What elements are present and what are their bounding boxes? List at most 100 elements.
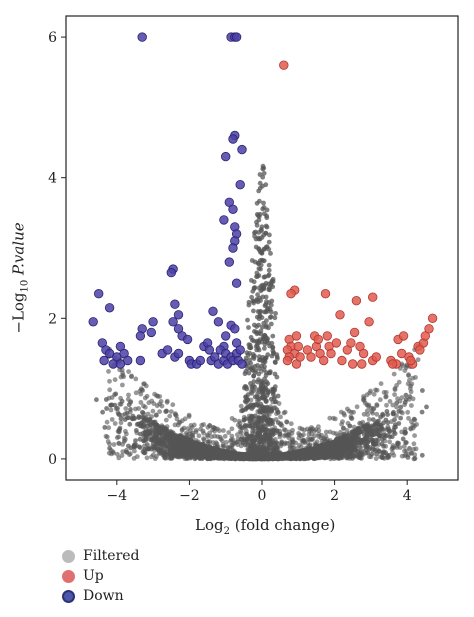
filtered-point — [383, 390, 389, 395]
filtered-point — [406, 452, 411, 458]
filtered-point — [399, 395, 405, 400]
filtered-point — [389, 419, 394, 425]
filtered-point — [266, 262, 272, 268]
filtered-point — [335, 454, 340, 459]
filtered-point — [102, 425, 108, 430]
filtered-point — [377, 397, 383, 403]
filtered-point — [159, 423, 165, 429]
filtered-point — [179, 418, 185, 424]
filtered-point — [143, 383, 149, 389]
filtered-point — [268, 302, 274, 308]
filtered-point — [341, 411, 347, 416]
filtered-point — [331, 415, 336, 421]
filtered-point — [352, 447, 358, 452]
filtered-point — [107, 378, 112, 384]
filtered-point — [255, 309, 261, 314]
filtered-point — [278, 443, 284, 449]
filtered-point — [242, 385, 247, 391]
filtered-point — [323, 429, 329, 435]
filtered-point — [256, 395, 262, 400]
filtered-point — [242, 455, 248, 460]
filtered-point — [347, 423, 353, 429]
filtered-point — [391, 371, 397, 377]
filtered-point — [154, 412, 159, 418]
filtered-point — [327, 429, 333, 435]
filtered-point — [310, 436, 316, 442]
filtered-point — [104, 434, 110, 440]
filtered-point — [320, 441, 326, 446]
filtered-point — [196, 439, 201, 445]
filtered-point — [172, 432, 178, 438]
filtered-point — [108, 451, 114, 457]
filtered-point — [231, 440, 237, 446]
filtered-point — [278, 414, 283, 420]
filtered-point — [324, 437, 330, 442]
filtered-point — [248, 335, 254, 340]
filtered-point — [255, 409, 261, 414]
filtered-point — [266, 412, 272, 417]
filtered-point — [277, 434, 283, 440]
filtered-point — [115, 429, 121, 434]
filtered-point — [255, 425, 261, 431]
filtered-point — [132, 416, 138, 421]
filtered-point — [212, 428, 218, 434]
filtered-point — [268, 406, 274, 412]
filtered-point — [196, 443, 202, 449]
filtered-point — [419, 452, 425, 458]
filtered-point — [261, 414, 267, 419]
filtered-point — [409, 403, 414, 408]
filtered-point — [294, 452, 300, 458]
filtered-point — [274, 374, 280, 380]
filtered-point — [272, 394, 277, 400]
filtered-point — [263, 456, 269, 462]
filtered-point — [383, 394, 389, 399]
filtered-point — [243, 394, 249, 400]
filtered-point — [396, 421, 402, 426]
filtered-point — [275, 393, 281, 399]
filtered-point — [243, 406, 249, 411]
filtered-point — [385, 454, 391, 460]
filtered-point — [117, 401, 123, 407]
filtered-point — [260, 206, 266, 212]
filtered-point — [288, 421, 294, 427]
filtered-point — [267, 369, 273, 374]
filtered-point — [168, 409, 174, 414]
filtered-point — [126, 392, 131, 398]
filtered-point — [412, 433, 417, 438]
filtered-point — [115, 410, 121, 415]
filtered-point — [339, 453, 345, 459]
filtered-point — [403, 365, 409, 370]
filtered-point — [309, 431, 314, 437]
filtered-points — [94, 163, 429, 462]
filtered-point — [212, 433, 218, 439]
filtered-point — [191, 422, 197, 428]
filtered-point — [410, 396, 416, 402]
filtered-point — [163, 417, 169, 423]
filtered-point — [256, 430, 261, 436]
filtered-point — [364, 431, 369, 437]
filtered-point — [311, 456, 317, 461]
filtered-point — [264, 370, 269, 376]
filtered-point — [382, 438, 388, 444]
filtered-point — [268, 321, 274, 327]
filtered-point — [207, 423, 213, 428]
filtered-point — [260, 395, 266, 401]
filtered-point — [104, 406, 109, 411]
filtered-point — [256, 246, 262, 252]
filtered-point — [361, 411, 367, 417]
filtered-point — [200, 452, 206, 457]
filtered-point — [243, 423, 248, 428]
filtered-point — [339, 421, 344, 427]
filtered-point — [235, 432, 240, 438]
filtered-point — [251, 373, 257, 379]
filtered-point — [365, 426, 371, 431]
filtered-point — [142, 443, 147, 449]
filtered-point — [261, 360, 266, 366]
filtered-point — [260, 324, 265, 330]
filtered-point — [142, 447, 148, 452]
filtered-point — [406, 415, 411, 421]
filtered-point — [185, 426, 191, 431]
filtered-point — [254, 453, 260, 459]
filtered-point — [400, 410, 405, 416]
filtered-point — [327, 443, 332, 448]
